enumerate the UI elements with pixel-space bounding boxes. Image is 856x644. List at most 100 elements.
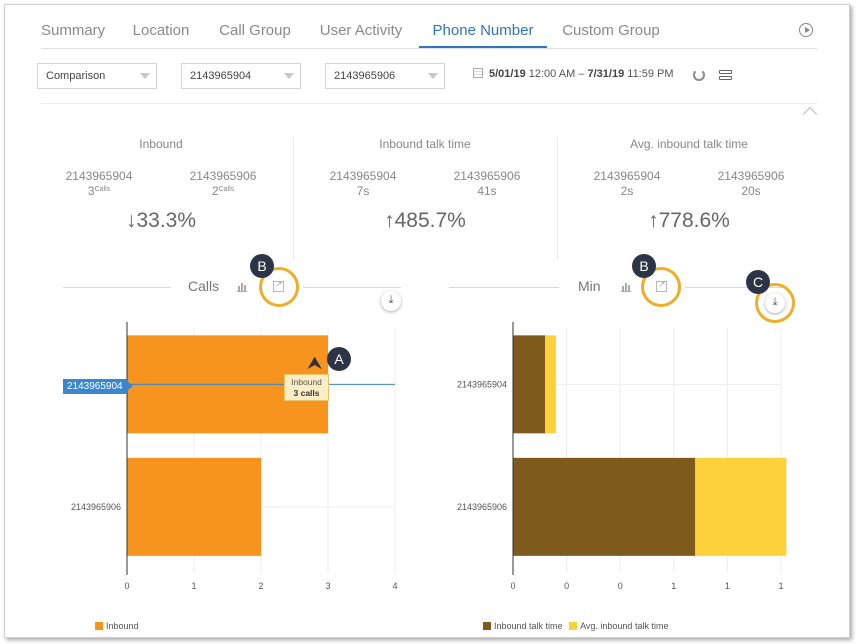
metric-title: Avg. inbound talk time [630, 137, 748, 151]
tooltip-value: 3 calls [293, 388, 320, 398]
start-time: 12:00 AM [528, 68, 576, 80]
metric-number-a: 2143965904 [593, 169, 661, 183]
play-icon[interactable] [799, 23, 813, 37]
callout-b: B [250, 254, 274, 278]
legend-swatch [95, 622, 103, 630]
number-b-value: 2143965906 [334, 70, 396, 82]
tab-location[interactable]: Location [132, 22, 190, 39]
y-category-label: 2143965904 [457, 379, 507, 389]
bar-chart-icon[interactable] [621, 283, 631, 292]
y-category-label: 2143965906 [71, 502, 121, 512]
arrow-up-icon: ↑ [384, 209, 395, 232]
bar-tooltip: Inbound 3 calls [284, 374, 329, 401]
tab-user-activity[interactable]: User Activity [319, 22, 403, 39]
metric-number-b: 2143965906 [189, 169, 257, 183]
download-icon[interactable]: ⤓ [381, 291, 401, 311]
metric-value-b: 41s [477, 184, 497, 198]
x-tick-label: 1 [671, 581, 676, 591]
tab-custom-group[interactable]: Custom Group [562, 22, 660, 39]
start-date: 5/01/19 [489, 68, 526, 80]
metric-number-a: 2143965904 [65, 169, 133, 183]
calendar-icon [473, 68, 483, 78]
divider [303, 287, 401, 288]
legend-label: Inbound [106, 621, 139, 631]
metric-value-a: 3Calls [87, 184, 111, 198]
callout-ring-b [259, 267, 299, 307]
range-separator: – [578, 68, 585, 80]
metric-title: Inbound [139, 137, 183, 151]
callout-c: C [746, 270, 770, 294]
chevron-down-icon [428, 73, 438, 79]
tab-phone-number[interactable]: Phone Number [419, 13, 547, 48]
arrow-down-icon: ↓ [125, 209, 137, 232]
end-time: 11:59 PM [627, 68, 674, 80]
metric-change: ↑778.6% [648, 209, 730, 232]
divider [293, 137, 294, 259]
chevron-down-icon [284, 73, 294, 79]
arrow-up-icon: ↑ [648, 209, 659, 232]
x-tick-label: 3 [325, 581, 330, 591]
tab-bar: Summary Location Call Group User Activit… [41, 13, 817, 49]
download-icon[interactable]: ⤓ [765, 293, 785, 313]
metric-change: ↓33.3% [125, 209, 197, 232]
divider [449, 287, 559, 288]
legend-label: Avg. inbound talk time [580, 621, 669, 631]
divider [557, 137, 558, 259]
calls-bar-chart[interactable]: 0 1 2 3 4 2143965904 2143965906 0 0 0 1 1 1 214396590… [5, 5, 851, 639]
report-window: Summary Location Call Group User Activit… [4, 4, 850, 638]
x-tick-label: 0 [564, 581, 569, 591]
bar-chart-icon[interactable] [237, 283, 247, 292]
metric-title: Inbound talk time [379, 137, 471, 151]
metric-inbound: Inbound 2143965904 2143965906 3Calls 2Ca… [31, 133, 291, 263]
chevron-down-icon [140, 73, 150, 79]
x-tick-label: 0 [124, 581, 129, 591]
divider [41, 103, 817, 104]
number-a-value: 2143965904 [190, 70, 252, 82]
x-tick-label: 0 [618, 581, 623, 591]
x-tick-label: 4 [392, 581, 397, 591]
bar [127, 457, 261, 556]
metric-value-b: 20s [741, 184, 761, 198]
legend-calls: Inbound [95, 621, 139, 631]
x-tick-label: 1 [191, 581, 196, 591]
callout-ring-b [641, 267, 681, 307]
metric-number-a: 2143965904 [329, 169, 397, 183]
legend-swatch [569, 622, 578, 630]
x-tick-label: 0 [510, 581, 515, 591]
row-highlight-label: 2143965904 [63, 379, 133, 394]
y-category-label: 2143965906 [457, 502, 507, 512]
bar [695, 457, 787, 556]
metric-change: ↑485.7% [384, 209, 466, 232]
x-tick-label: 1 [778, 581, 783, 591]
legend-swatch [483, 622, 491, 630]
comparison-select[interactable]: Comparison [37, 63, 157, 89]
callout-ring-c [755, 283, 795, 323]
legend-label: Inbound talk time [494, 621, 563, 631]
callout-b: B [632, 254, 656, 278]
metric-value-b: 2Calls [211, 184, 235, 198]
metric-inbound-talk-time: Inbound talk time 2143965904 2143965906 … [295, 133, 555, 263]
mouse-pointer-icon: ⮝ [307, 353, 323, 373]
divider [685, 287, 785, 288]
comparison-select-value: Comparison [46, 70, 106, 82]
bar [513, 457, 696, 556]
metric-number-b: 2143965906 [453, 169, 521, 183]
refresh-icon[interactable] [693, 69, 705, 81]
number-a-select[interactable]: 2143965904 [181, 63, 301, 89]
divider [63, 287, 171, 288]
end-date: 7/31/19 [587, 68, 625, 80]
bar [545, 335, 556, 434]
number-b-select[interactable]: 2143965906 [325, 63, 445, 89]
metric-value-a: 2s [620, 184, 634, 198]
tab-call-group[interactable]: Call Group [219, 22, 291, 39]
chart-title-min: Min [578, 278, 601, 294]
date-range-picker[interactable]: 5/01/19 12:00 AM – 7/31/19 11:59 PM [473, 68, 674, 80]
x-tick-label: 1 [725, 581, 730, 591]
chart-title-calls: Calls [188, 278, 220, 294]
settings-icon[interactable] [719, 70, 732, 81]
tab-summary[interactable]: Summary [41, 22, 106, 39]
legend-min: Inbound talk time Avg. inbound talk time [483, 621, 668, 631]
bar [513, 335, 546, 434]
metric-value-a: 7s [356, 184, 370, 198]
tooltip-label: Inbound [291, 377, 322, 387]
